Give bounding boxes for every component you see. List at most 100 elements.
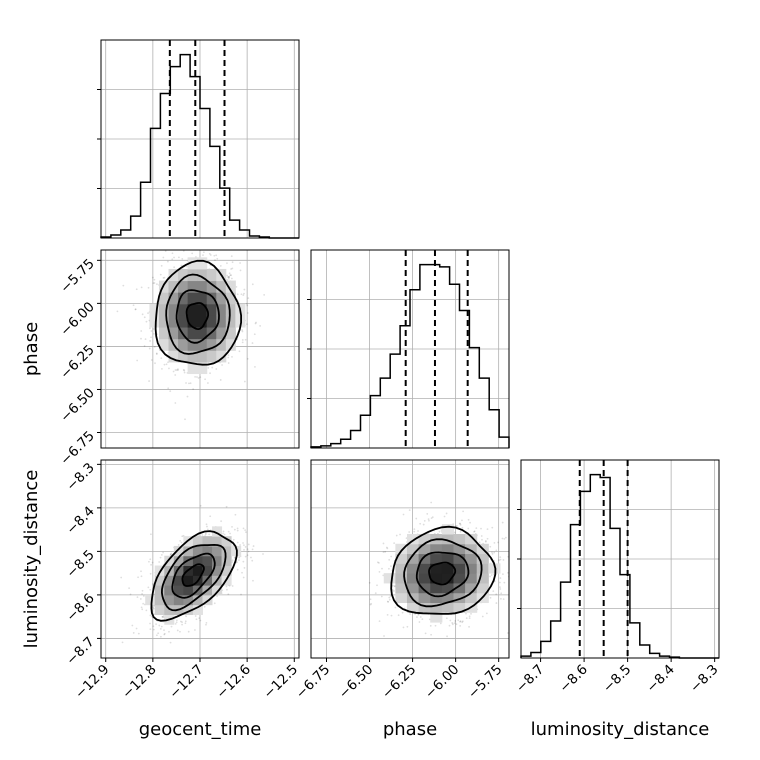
sample-point: [230, 274, 232, 277]
sample-point: [489, 545, 492, 548]
panel-frame: [310, 249, 510, 449]
sample-point: [216, 595, 218, 598]
density-cell: [154, 604, 165, 615]
sample-point: [129, 593, 132, 596]
sample-point: [251, 548, 254, 551]
sample-point: [480, 527, 482, 530]
density-cell: [206, 303, 217, 316]
sample-point: [148, 347, 151, 350]
sample-point: [207, 366, 210, 369]
density-cell: [221, 555, 232, 567]
sample-point: [387, 567, 390, 570]
sample-point: [382, 574, 385, 577]
sample-point: [246, 554, 249, 557]
sample-point: [163, 629, 165, 632]
sample-point: [390, 614, 393, 617]
density-cell: [183, 575, 194, 586]
sample-point: [468, 617, 471, 620]
sample-point: [188, 244, 190, 246]
sample-point: [184, 418, 186, 421]
sample-point: [152, 628, 155, 631]
sample-point: [431, 516, 434, 518]
sample-point: [454, 620, 457, 622]
density-cell: [202, 565, 213, 576]
sample-point: [462, 510, 465, 513]
panel-frame: [100, 249, 300, 449]
density-cell: [206, 292, 217, 305]
sample-point: [251, 342, 254, 344]
density-cell: [441, 543, 454, 555]
sample-point: [209, 254, 212, 256]
sample-point: [180, 541, 183, 544]
sample-point: [231, 559, 234, 562]
sample-point: [216, 257, 219, 260]
x-tick-label: −12.5: [261, 662, 302, 703]
sample-point: [231, 561, 234, 563]
sample-point: [181, 257, 184, 260]
sample-point: [150, 533, 152, 536]
density-cell: [178, 268, 189, 282]
sample-point: [152, 583, 154, 585]
density-cell: [221, 536, 232, 547]
sample-point: [163, 276, 166, 279]
density-cell: [476, 563, 489, 574]
sample-point: [231, 261, 234, 264]
sample-point: [186, 247, 188, 249]
density-cell: [164, 575, 175, 586]
sample-point: [503, 581, 506, 584]
sample-point: [143, 345, 146, 347]
sample-point: [393, 585, 396, 588]
density-cell: [476, 582, 489, 594]
sample-point: [204, 378, 206, 381]
sample-point: [208, 252, 211, 255]
sample-point: [163, 363, 166, 366]
sample-point: [498, 581, 501, 584]
density-cell: [178, 338, 189, 351]
x-tick-label: −12.7: [166, 662, 207, 703]
sample-point: [497, 541, 499, 544]
sample-point: [148, 560, 150, 563]
density-cell: [168, 303, 179, 316]
sample-point: [409, 613, 411, 615]
sample-point: [183, 371, 186, 374]
sample-point: [241, 339, 244, 341]
sample-point: [383, 635, 385, 637]
sample-point: [470, 612, 472, 615]
sample-point: [220, 520, 223, 523]
panel-content: [101, 460, 299, 658]
y-axis-label-luminosity_distance: luminosity_distance: [21, 470, 42, 649]
sample-point: [152, 625, 155, 628]
density-cell: [383, 573, 396, 584]
density-cell: [154, 585, 165, 596]
contour-level: [165, 273, 231, 355]
density-cell: [173, 555, 184, 567]
sample-point: [426, 512, 429, 515]
density-cell: [168, 327, 179, 340]
density-cell: [395, 553, 408, 564]
sample-point: [486, 528, 489, 531]
sample-point: [227, 275, 230, 278]
sample-point: [136, 596, 139, 598]
density-cell: [225, 292, 236, 305]
density-cell: [441, 524, 454, 535]
sample-point: [161, 615, 164, 618]
sample-point: [495, 549, 498, 552]
sample-point: [499, 556, 502, 559]
density-cell: [418, 592, 431, 604]
sample-point: [238, 559, 240, 561]
density-cell: [173, 565, 184, 576]
sample-point: [121, 641, 124, 644]
density-cell: [418, 602, 431, 613]
contour-level: [181, 563, 205, 587]
sample-point: [205, 623, 207, 626]
density-cell: [192, 604, 203, 615]
sample-point: [245, 531, 247, 534]
sample-point: [453, 622, 456, 625]
sample-point: [158, 561, 161, 563]
sample-point: [239, 544, 241, 546]
sample-point: [182, 368, 185, 371]
density-cell: [168, 280, 179, 293]
sample-point: [228, 277, 230, 280]
contour-level: [185, 302, 209, 331]
sample-point: [142, 602, 145, 605]
